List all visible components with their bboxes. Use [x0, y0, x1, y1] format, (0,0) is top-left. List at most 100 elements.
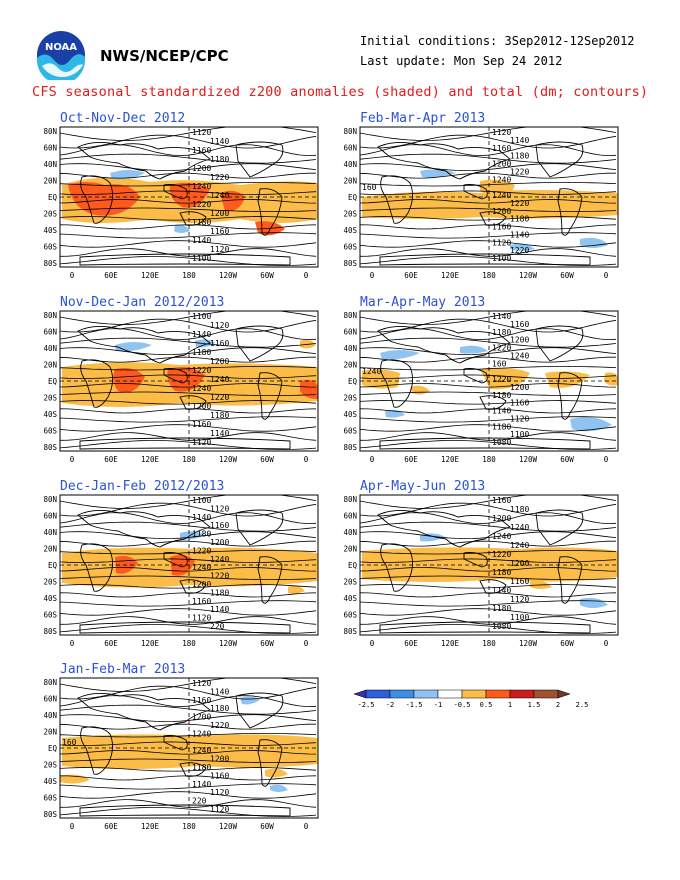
contour-label-p3-1: 1120	[210, 321, 229, 330]
contour-label-p1-0: 1120	[192, 128, 211, 137]
panel-title-p7: Jan-Feb-Mar 2013	[60, 662, 186, 677]
contour-line-p5-0	[60, 495, 317, 509]
anomaly-shade-p3-2	[167, 367, 205, 392]
coastline-p3-1	[80, 359, 113, 408]
contour-label-p3-0: 1100	[192, 312, 211, 321]
lat-tick-label-p2-1: 60N	[343, 144, 357, 153]
coastline-p5-4	[235, 509, 284, 546]
contour-label-p2-14: 1120	[492, 238, 511, 247]
contour-line-p7-5	[60, 723, 316, 730]
lat-tick-label-p6-7: 60S	[343, 610, 357, 619]
coastline-p3-0	[77, 326, 211, 364]
contour-line-p1-11	[60, 224, 317, 230]
contour-line-p3-3	[60, 337, 317, 348]
contour-label-p5-3: 1160	[210, 521, 229, 530]
lat-tick-label-p7-8: 80S	[43, 810, 57, 819]
contour-label-p3-6: 1220	[192, 366, 211, 375]
contour-line-p6-2	[360, 512, 617, 525]
contour-line-p2-15	[360, 256, 617, 266]
contour-label-p7-6: 1240	[192, 729, 211, 738]
lat-tick-label-p6-2: 40N	[343, 528, 357, 537]
map-panel-p6: 1160118012001240124012401220120011801160…	[343, 494, 619, 648]
contour-label-p4-9: 1200	[510, 383, 529, 392]
coastline-p3-4	[235, 325, 284, 362]
contour-line-p2-2	[360, 144, 617, 157]
contour-label-p6-14: 1080	[492, 622, 511, 631]
colorbar-arrow-right	[557, 689, 571, 699]
lat-tick-label-p4-1: 60N	[343, 328, 357, 337]
contour-label-p6-0: 1160	[492, 496, 511, 505]
contour-label-p6-6: 1220	[492, 550, 511, 559]
contour-label-p5-15: 220	[210, 622, 225, 631]
coastline-p2-5	[557, 188, 583, 236]
contour-line-p7-2	[60, 695, 317, 708]
anomaly-shade-p3-3	[300, 379, 318, 399]
contour-line-p2-11	[360, 224, 617, 230]
coastline-p6-4	[535, 509, 584, 546]
coastline-p7-6	[79, 804, 291, 817]
contour-label-p3-7: 1240	[210, 375, 229, 384]
lon-tick-label-p3-0: 0	[70, 455, 75, 464]
lon-tick-label-p2-3: 180	[482, 271, 496, 280]
lon-tick-label-p5-6: 0	[304, 639, 309, 648]
contour-line-p1-2	[60, 144, 317, 157]
contour-label-p3-2: 1140	[192, 330, 211, 339]
coastline-p7-0	[77, 693, 211, 731]
contour-line-p1-0	[60, 127, 317, 141]
lat-tick-label-p2-6: 40S	[343, 226, 357, 235]
map-frame-p2	[359, 126, 619, 268]
lat-tick-label-p7-4: EQ	[48, 744, 58, 753]
contour-line-p2-14	[360, 248, 617, 257]
contour-label-p5-14: 1120	[192, 614, 211, 623]
lon-tick-label-p5-3: 180	[182, 639, 196, 648]
lat-tick-label-p6-3: 20N	[343, 545, 357, 554]
lat-tick-label-p2-5: 20S	[343, 210, 357, 219]
lat-tick-label-p7-0: 80N	[43, 678, 57, 687]
contour-line-p3-12	[60, 416, 317, 423]
lat-tick-label-p5-0: 80N	[43, 495, 57, 504]
contour-line-p2-1	[360, 134, 617, 149]
anomaly-shade-p1-2	[169, 182, 210, 208]
anomaly-shade-p1-1	[68, 182, 140, 216]
colorbar-swatch-8	[533, 689, 559, 699]
coastline-p5-5	[257, 556, 283, 604]
contour-label-p7-7: 160	[62, 738, 77, 747]
colorbar-tick-label-4: -0.5	[454, 701, 471, 709]
contour-label-p6-1: 1180	[510, 505, 529, 514]
contour-label-p4-10: 1180	[492, 391, 511, 400]
panel-title-p4: Mar-Apr-May 2013	[360, 295, 486, 310]
lat-tick-label-p4-4: EQ	[348, 377, 358, 386]
map-p2-group: 1120114011601180120012201240160124012201…	[343, 126, 619, 280]
map-p5-group: 1100112011401160118012001220124012401220…	[43, 494, 319, 648]
coastline-p4-2	[463, 368, 488, 384]
lat-tick-label-p3-6: 40S	[43, 410, 57, 419]
contour-label-p5-12: 1160	[192, 597, 211, 606]
colorbar-swatch-2	[389, 689, 415, 699]
lon-tick-label-p2-2: 120E	[441, 271, 460, 280]
lon-tick-label-p3-5: 60W	[260, 455, 274, 464]
coastline-p1-1	[80, 175, 113, 224]
lon-tick-label-p3-2: 120E	[141, 455, 160, 464]
contour-line-p1-14	[60, 248, 317, 257]
contour-line-p4-8	[360, 383, 617, 388]
lon-tick-label-p4-1: 60E	[404, 455, 418, 464]
coastline-p4-5	[557, 372, 583, 420]
contour-line-p2-8	[360, 199, 617, 204]
contour-label-p6-5: 1240	[510, 541, 529, 550]
map-panel-p2: 1120114011601180120012201240160124012201…	[343, 126, 619, 280]
colorbar-swatch-1	[365, 689, 391, 699]
contour-line-p4-9	[360, 391, 617, 396]
lat-tick-label-p4-3: 20N	[343, 361, 357, 370]
map-panel-p3: 1100112011401160118012001220124012401220…	[43, 310, 319, 464]
colorbar-tick-label-7: 1.5	[528, 701, 541, 709]
contour-label-p2-9: 1220	[510, 199, 529, 208]
lat-tick-label-p1-5: 20S	[43, 210, 57, 219]
coastline-p6-1	[380, 543, 413, 592]
contour-label-p1-2: 1160	[192, 146, 211, 155]
contour-line-p6-11	[360, 592, 617, 598]
map-frame-p7	[59, 677, 319, 819]
contour-label-p4-6: 160	[492, 359, 507, 368]
lat-tick-label-p3-1: 60N	[43, 328, 57, 337]
contour-line-p5-6	[60, 550, 317, 555]
lat-tick-label-p4-0: 80N	[343, 311, 357, 320]
